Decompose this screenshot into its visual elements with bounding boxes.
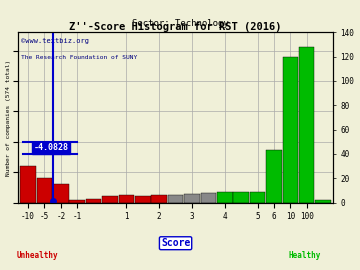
Bar xyxy=(69,200,85,202)
Title: Z''-Score Histogram for RST (2016): Z''-Score Histogram for RST (2016) xyxy=(69,22,282,32)
Bar xyxy=(152,195,167,202)
Bar xyxy=(283,57,298,202)
Text: Sector: Technology: Sector: Technology xyxy=(132,19,228,28)
Bar xyxy=(135,197,150,202)
Bar xyxy=(201,193,216,202)
Y-axis label: Number of companies (574 total): Number of companies (574 total) xyxy=(5,59,10,176)
Bar xyxy=(184,194,200,202)
Bar xyxy=(315,200,331,202)
Bar xyxy=(102,197,118,202)
Text: -4.0828: -4.0828 xyxy=(33,143,68,152)
Bar xyxy=(266,150,282,202)
Bar xyxy=(118,195,134,202)
Bar xyxy=(299,47,315,202)
Text: ©www.textbiz.org: ©www.textbiz.org xyxy=(21,38,89,43)
Bar xyxy=(37,178,52,202)
Text: Score: Score xyxy=(161,238,190,248)
Text: Unhealthy: Unhealthy xyxy=(16,251,58,260)
Bar xyxy=(86,199,102,202)
Bar xyxy=(53,184,69,202)
Bar xyxy=(233,192,249,202)
Bar xyxy=(20,166,36,202)
Bar xyxy=(168,195,183,202)
Bar xyxy=(250,192,265,202)
Text: The Research Foundation of SUNY: The Research Foundation of SUNY xyxy=(21,55,138,59)
Bar xyxy=(217,192,233,202)
Text: Healthy: Healthy xyxy=(288,251,321,260)
